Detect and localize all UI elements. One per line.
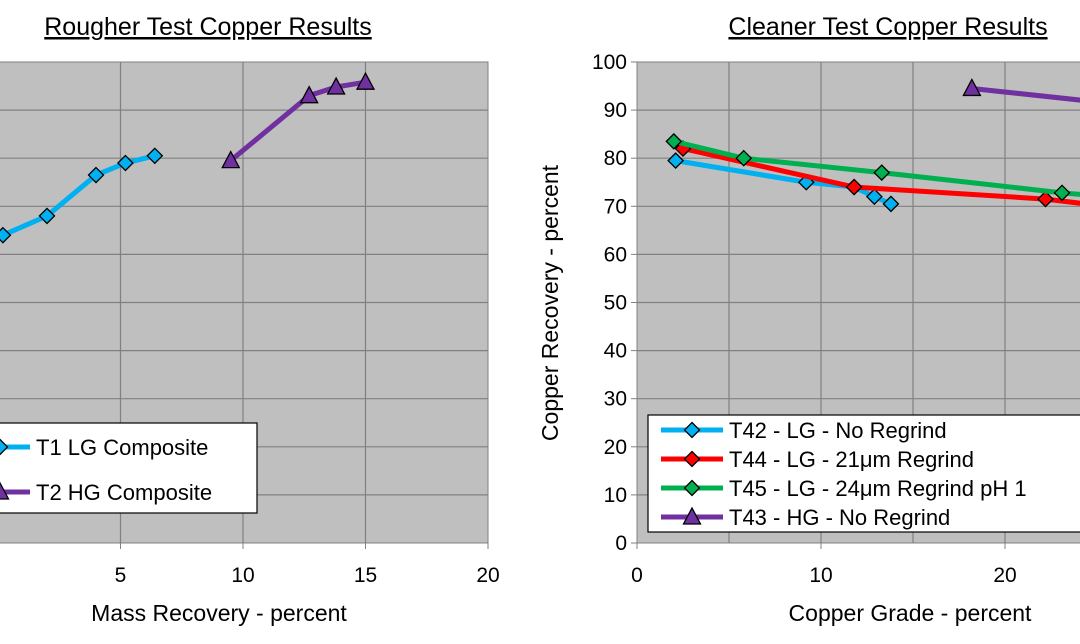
cleaner-legend-marker-3	[682, 506, 702, 525]
cleaner-series-0-point	[865, 188, 883, 206]
rougher-x-ticks: 5 10 15 20	[115, 543, 500, 587]
cleaner-series-group	[665, 78, 1080, 213]
cleaner-y-axis-label: Copper Recovery - percent	[537, 164, 563, 441]
cleaner-legend-marker-2	[683, 479, 701, 497]
rougher-xtick-label: 5	[115, 564, 127, 587]
cleaner-series-0-point	[667, 152, 685, 170]
cleaner-series-1-point	[845, 178, 863, 196]
cleaner-series-line-3	[971, 85, 1080, 103]
cleaner-ytick-label: 100	[592, 51, 627, 74]
cleaner-series-3-point	[962, 78, 982, 97]
rougher-series-0-point	[146, 147, 164, 165]
rougher-series-1-point	[221, 150, 241, 169]
cleaner-series-2-point	[873, 164, 891, 182]
cleaner-y-ticks: 0 10 20 30 40 50 60 70 80 90 100	[592, 51, 637, 555]
cleaner-ytick-label: 80	[604, 147, 627, 170]
cleaner-xtick-label: 10	[809, 564, 832, 587]
cleaner-ytick-label: 60	[604, 243, 627, 266]
rougher-series-0-point	[38, 207, 56, 225]
rougher-legend-marker-1	[0, 481, 10, 500]
rougher-chart-title: Rougher Test Copper Results	[44, 13, 372, 41]
rougher-legend-marker-0	[0, 438, 9, 456]
rougher-legend-label-0: T1 LG Composite	[36, 435, 208, 460]
rougher-xtick-label: 10	[231, 564, 254, 587]
cleaner-xtick-label: 20	[993, 564, 1016, 587]
cleaner-legend-marker-1	[683, 450, 701, 468]
rougher-series-0-point	[87, 166, 105, 184]
cleaner-chart: Cleaner Test Copper Results 0 10 20 30 40 50 6…	[537, 13, 1080, 626]
rougher-grid	[0, 62, 488, 543]
cleaner-legend-label-2: T45 - LG - 24μm Regrind pH 1	[729, 476, 1027, 501]
cleaner-legend: T42 - LG - No Regrind T44 - LG - 21μm Reg…	[647, 414, 1080, 533]
cleaner-ytick-label: 30	[604, 388, 627, 411]
cleaner-series-2-point	[735, 149, 753, 167]
cleaner-legend-marker-0	[683, 421, 701, 439]
rougher-series-0-point	[0, 226, 12, 244]
cleaner-ytick-label: 20	[604, 436, 627, 459]
cleaner-ytick-label: 70	[604, 195, 627, 218]
rougher-series-0-point	[116, 154, 134, 172]
rougher-series-1-point	[299, 85, 319, 104]
cleaner-series-0-point	[882, 195, 900, 213]
cleaner-legend-label-0: T42 - LG - No Regrind	[729, 418, 947, 443]
cleaner-series-1-point	[1037, 190, 1054, 208]
cleaner-ytick-label: 0	[615, 532, 627, 555]
rougher-legend: T1 LG Composite T2 HG Composite	[0, 422, 258, 514]
cleaner-ytick-label: 40	[604, 340, 627, 363]
cleaner-x-axis-label: Copper Grade - percent	[789, 600, 1033, 626]
rougher-legend-label-1: T2 HG Composite	[36, 480, 212, 505]
cleaner-series-2-point	[665, 132, 683, 150]
cleaner-legend-label-3: T43 - HG - No Regrind	[729, 505, 950, 530]
cleaner-series-2-point	[1053, 184, 1071, 202]
cleaner-legend-label-1: T44 - LG - 21μm Regrind	[729, 447, 974, 472]
rougher-series-1-point	[355, 71, 376, 90]
rougher-x-axis-label: Mass Recovery - percent	[91, 600, 347, 626]
cleaner-x-ticks: 0 10 20	[631, 543, 1017, 587]
rougher-xtick-label: 15	[354, 564, 377, 587]
cleaner-chart-title: Cleaner Test Copper Results	[728, 13, 1047, 41]
cleaner-ytick-label: 10	[604, 484, 627, 507]
rougher-series-1-point	[326, 76, 346, 95]
cleaner-xtick-label: 0	[631, 564, 643, 587]
rougher-xtick-label: 20	[476, 564, 499, 587]
cleaner-ytick-label: 50	[604, 292, 627, 315]
rougher-series-group	[0, 71, 376, 244]
rougher-chart: Rougher Test Copper Results 5 10 15 20 Mass…	[0, 13, 500, 626]
rougher-legend-box	[0, 422, 258, 514]
cleaner-series-line-1	[682, 146, 1080, 206]
cleaner-legend-box	[647, 414, 1080, 533]
rougher-series-line-1	[229, 79, 366, 163]
cleaner-ytick-label: 90	[604, 99, 627, 122]
